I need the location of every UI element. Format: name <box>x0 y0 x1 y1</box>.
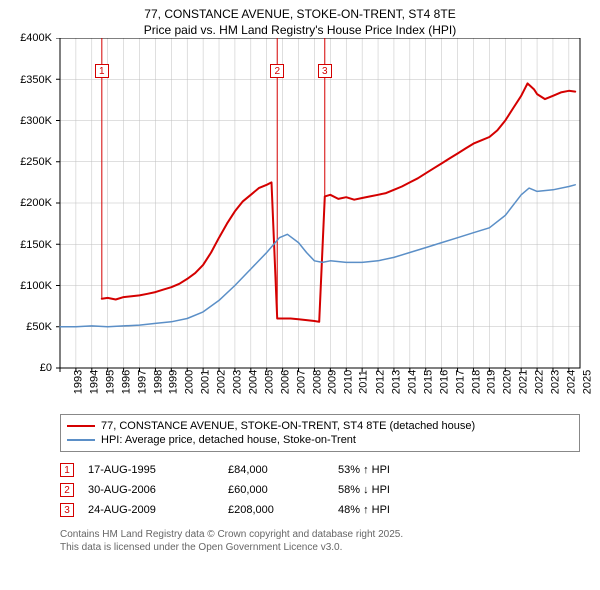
sale-price: £208,000 <box>228 504 338 516</box>
y-tick-label: £400K <box>20 32 52 44</box>
x-tick-label: 2006 <box>279 370 291 394</box>
footer-line-1: Contains HM Land Registry data © Crown c… <box>60 528 580 541</box>
x-tick-label: 2000 <box>184 370 196 394</box>
sale-price: £60,000 <box>228 484 338 496</box>
x-tick-label: 1995 <box>104 370 116 394</box>
sale-marker-on-chart: 3 <box>318 64 332 78</box>
sale-row: 1 17-AUG-1995£84,00053% ↑ HPI <box>60 460 580 480</box>
title-line-2: Price paid vs. HM Land Registry's House … <box>0 22 600 38</box>
legend-row: HPI: Average price, detached house, Stok… <box>67 433 573 447</box>
x-tick-label: 1996 <box>120 370 132 394</box>
x-tick-label: 2010 <box>343 370 355 394</box>
x-tick-label: 2017 <box>454 370 466 394</box>
sale-date: 30-AUG-2006 <box>88 484 228 496</box>
y-tick-label: £250K <box>20 156 52 168</box>
x-tick-label: 2012 <box>375 370 387 394</box>
legend: 77, CONSTANCE AVENUE, STOKE-ON-TRENT, ST… <box>60 414 580 452</box>
x-tick-label: 2023 <box>550 370 562 394</box>
sale-row: 2 30-AUG-2006£60,00058% ↓ HPI <box>60 480 580 500</box>
sale-marker: 2 <box>60 483 74 497</box>
sale-delta: 48% ↑ HPI <box>338 504 478 516</box>
x-tick-label: 2001 <box>200 370 212 394</box>
sale-row: 3 24-AUG-2009£208,00048% ↑ HPI <box>60 500 580 520</box>
legend-row: 77, CONSTANCE AVENUE, STOKE-ON-TRENT, ST… <box>67 419 573 433</box>
x-tick-label: 1998 <box>152 370 164 394</box>
legend-swatch <box>67 425 95 427</box>
x-tick-label: 2005 <box>263 370 275 394</box>
footer-note: Contains HM Land Registry data © Crown c… <box>60 528 580 554</box>
sale-delta: 58% ↓ HPI <box>338 484 478 496</box>
sale-marker: 3 <box>60 503 74 517</box>
x-tick-label: 2020 <box>502 370 514 394</box>
x-tick-label: 1999 <box>168 370 180 394</box>
sale-marker-on-chart: 1 <box>95 64 109 78</box>
x-tick-label: 1997 <box>136 370 148 394</box>
x-tick-label: 1993 <box>72 370 84 394</box>
chart-svg <box>0 38 600 408</box>
x-tick-label: 2021 <box>518 370 530 394</box>
x-tick-label: 2011 <box>358 371 370 395</box>
x-tick-label: 2019 <box>486 370 498 394</box>
y-tick-label: £150K <box>20 239 52 251</box>
y-tick-label: £100K <box>20 280 52 292</box>
x-tick-label: 2009 <box>327 370 339 394</box>
y-tick-label: £50K <box>26 321 52 333</box>
title-line-1: 77, CONSTANCE AVENUE, STOKE-ON-TRENT, ST… <box>0 6 600 22</box>
x-tick-label: 2013 <box>391 370 403 394</box>
x-tick-label: 2015 <box>422 370 434 394</box>
x-tick-label: 2018 <box>470 370 482 394</box>
legend-swatch <box>67 439 95 441</box>
x-tick-label: 2003 <box>232 370 244 394</box>
x-tick-label: 2014 <box>406 370 418 394</box>
x-tick-label: 2025 <box>581 370 593 394</box>
sale-delta: 53% ↑ HPI <box>338 464 478 476</box>
y-tick-label: £300K <box>20 115 52 127</box>
x-tick-label: 2008 <box>311 370 323 394</box>
sale-date: 24-AUG-2009 <box>88 504 228 516</box>
y-tick-label: £350K <box>20 74 52 86</box>
x-tick-label: 2024 <box>565 370 577 394</box>
y-tick-label: £0 <box>40 362 52 374</box>
x-tick-label: 2007 <box>295 370 307 394</box>
chart-area: £0£50K£100K£150K£200K£250K£300K£350K£400… <box>0 38 600 408</box>
x-tick-label: 2004 <box>247 370 259 394</box>
footer-line-2: This data is licensed under the Open Gov… <box>60 541 580 554</box>
sale-price: £84,000 <box>228 464 338 476</box>
x-tick-label: 2016 <box>438 370 450 394</box>
x-tick-label: 1994 <box>88 370 100 394</box>
sale-marker: 1 <box>60 463 74 477</box>
chart-title: 77, CONSTANCE AVENUE, STOKE-ON-TRENT, ST… <box>0 0 600 38</box>
x-tick-label: 2022 <box>534 370 546 394</box>
y-tick-label: £200K <box>20 197 52 209</box>
x-tick-label: 2002 <box>216 370 228 394</box>
sale-marker-on-chart: 2 <box>270 64 284 78</box>
legend-label: 77, CONSTANCE AVENUE, STOKE-ON-TRENT, ST… <box>101 420 475 432</box>
legend-label: HPI: Average price, detached house, Stok… <box>101 434 356 446</box>
sale-date: 17-AUG-1995 <box>88 464 228 476</box>
sales-table: 1 17-AUG-1995£84,00053% ↑ HPI 2 30-AUG-2006… <box>60 460 580 520</box>
